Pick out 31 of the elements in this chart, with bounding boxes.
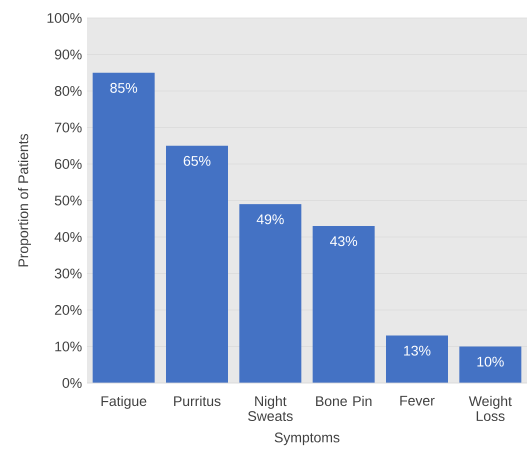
y-tick-label: 70% — [54, 122, 82, 132]
y-tick-label: 20% — [54, 305, 82, 315]
data-label: 10% — [477, 356, 504, 367]
data-label: 49% — [256, 214, 284, 224]
y-tick-label: 100% — [48, 13, 82, 23]
y-tick-label: 50% — [54, 196, 82, 206]
bar — [92, 72, 155, 383]
data-label: 85% — [110, 82, 138, 93]
y-tick-label: 60% — [54, 159, 82, 169]
x-tick-label: Night Sweats — [248, 396, 293, 422]
y-tick-label: 30% — [54, 268, 82, 278]
bar — [239, 204, 302, 383]
x-tick-label: Bone Pin — [316, 396, 372, 406]
data-label: 43% — [330, 236, 358, 246]
y-tick-label: 10% — [55, 342, 82, 352]
data-label: 65% — [184, 156, 210, 166]
y-axis-title: Proportion of Patients — [18, 134, 31, 266]
bar — [166, 146, 228, 383]
x-axis-title: Symptoms — [274, 432, 340, 446]
y-tick-label: 80% — [54, 86, 82, 96]
x-tick-label: Fatigue — [102, 396, 146, 409]
y-tick-label: 40% — [54, 232, 82, 242]
data-label: 13% — [404, 346, 430, 356]
bar — [459, 346, 522, 383]
x-tick-label: Purritus — [174, 396, 221, 406]
bar — [386, 336, 448, 383]
x-tick-label: Fever — [400, 396, 435, 406]
y-tick-label: 0% — [62, 378, 82, 388]
x-tick-label: Weight Loss — [468, 396, 512, 422]
y-tick-label: 90% — [54, 50, 82, 60]
bar — [312, 226, 375, 383]
